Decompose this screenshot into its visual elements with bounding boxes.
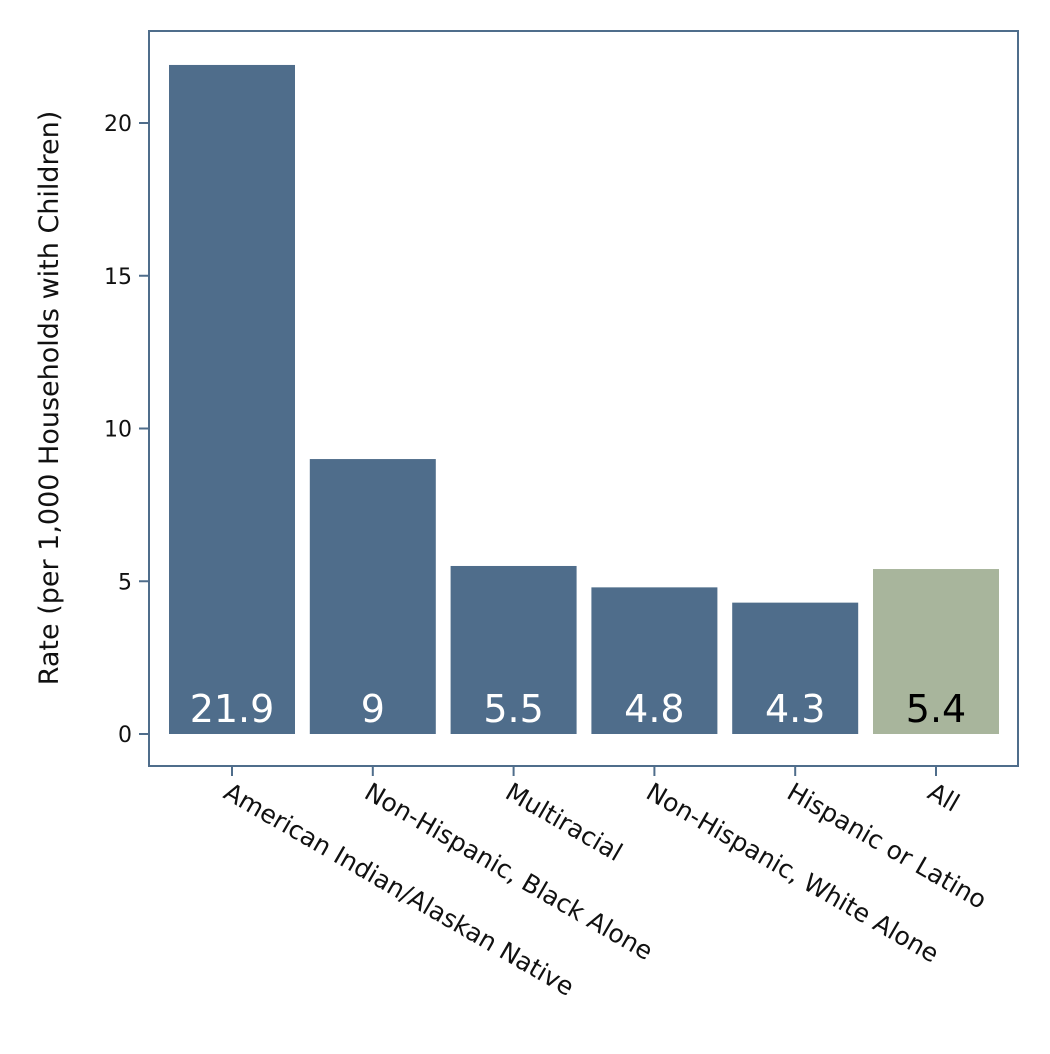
data-label-6: 5.4 xyxy=(906,687,966,731)
data-label-4: 4.8 xyxy=(624,687,684,731)
bar-4 xyxy=(591,587,718,734)
x-axis: American Indian/Alaskan NativeNon-Hispan… xyxy=(219,766,992,1002)
data-label-5: 4.3 xyxy=(765,687,825,731)
bar-1 xyxy=(169,64,295,734)
y-tick-label-15: 15 xyxy=(104,265,132,290)
bars-group: 21.9 9 5.5 4.8 4.3 5.4 xyxy=(169,64,999,734)
bar-5 xyxy=(732,602,859,734)
y-tick-label-20: 20 xyxy=(104,112,132,137)
y-axis-title: Rate (per 1,000 Households with Children… xyxy=(34,111,65,686)
x-category-label-6: All xyxy=(923,777,964,818)
y-tick-label-0: 0 xyxy=(118,723,132,748)
x-category-label-3: Multiracial xyxy=(501,777,628,867)
data-label-2: 9 xyxy=(361,687,385,731)
data-label-1: 21.9 xyxy=(190,687,275,731)
bar-3 xyxy=(450,565,577,734)
y-tick-label-5: 5 xyxy=(118,570,132,595)
y-tick-label-10: 10 xyxy=(104,418,132,443)
y-axis: 0 5 10 15 20 xyxy=(104,112,149,748)
bar-2 xyxy=(309,459,436,734)
data-label-3: 5.5 xyxy=(483,687,543,731)
plot-frame xyxy=(148,30,1019,767)
bar-6 xyxy=(873,569,999,734)
